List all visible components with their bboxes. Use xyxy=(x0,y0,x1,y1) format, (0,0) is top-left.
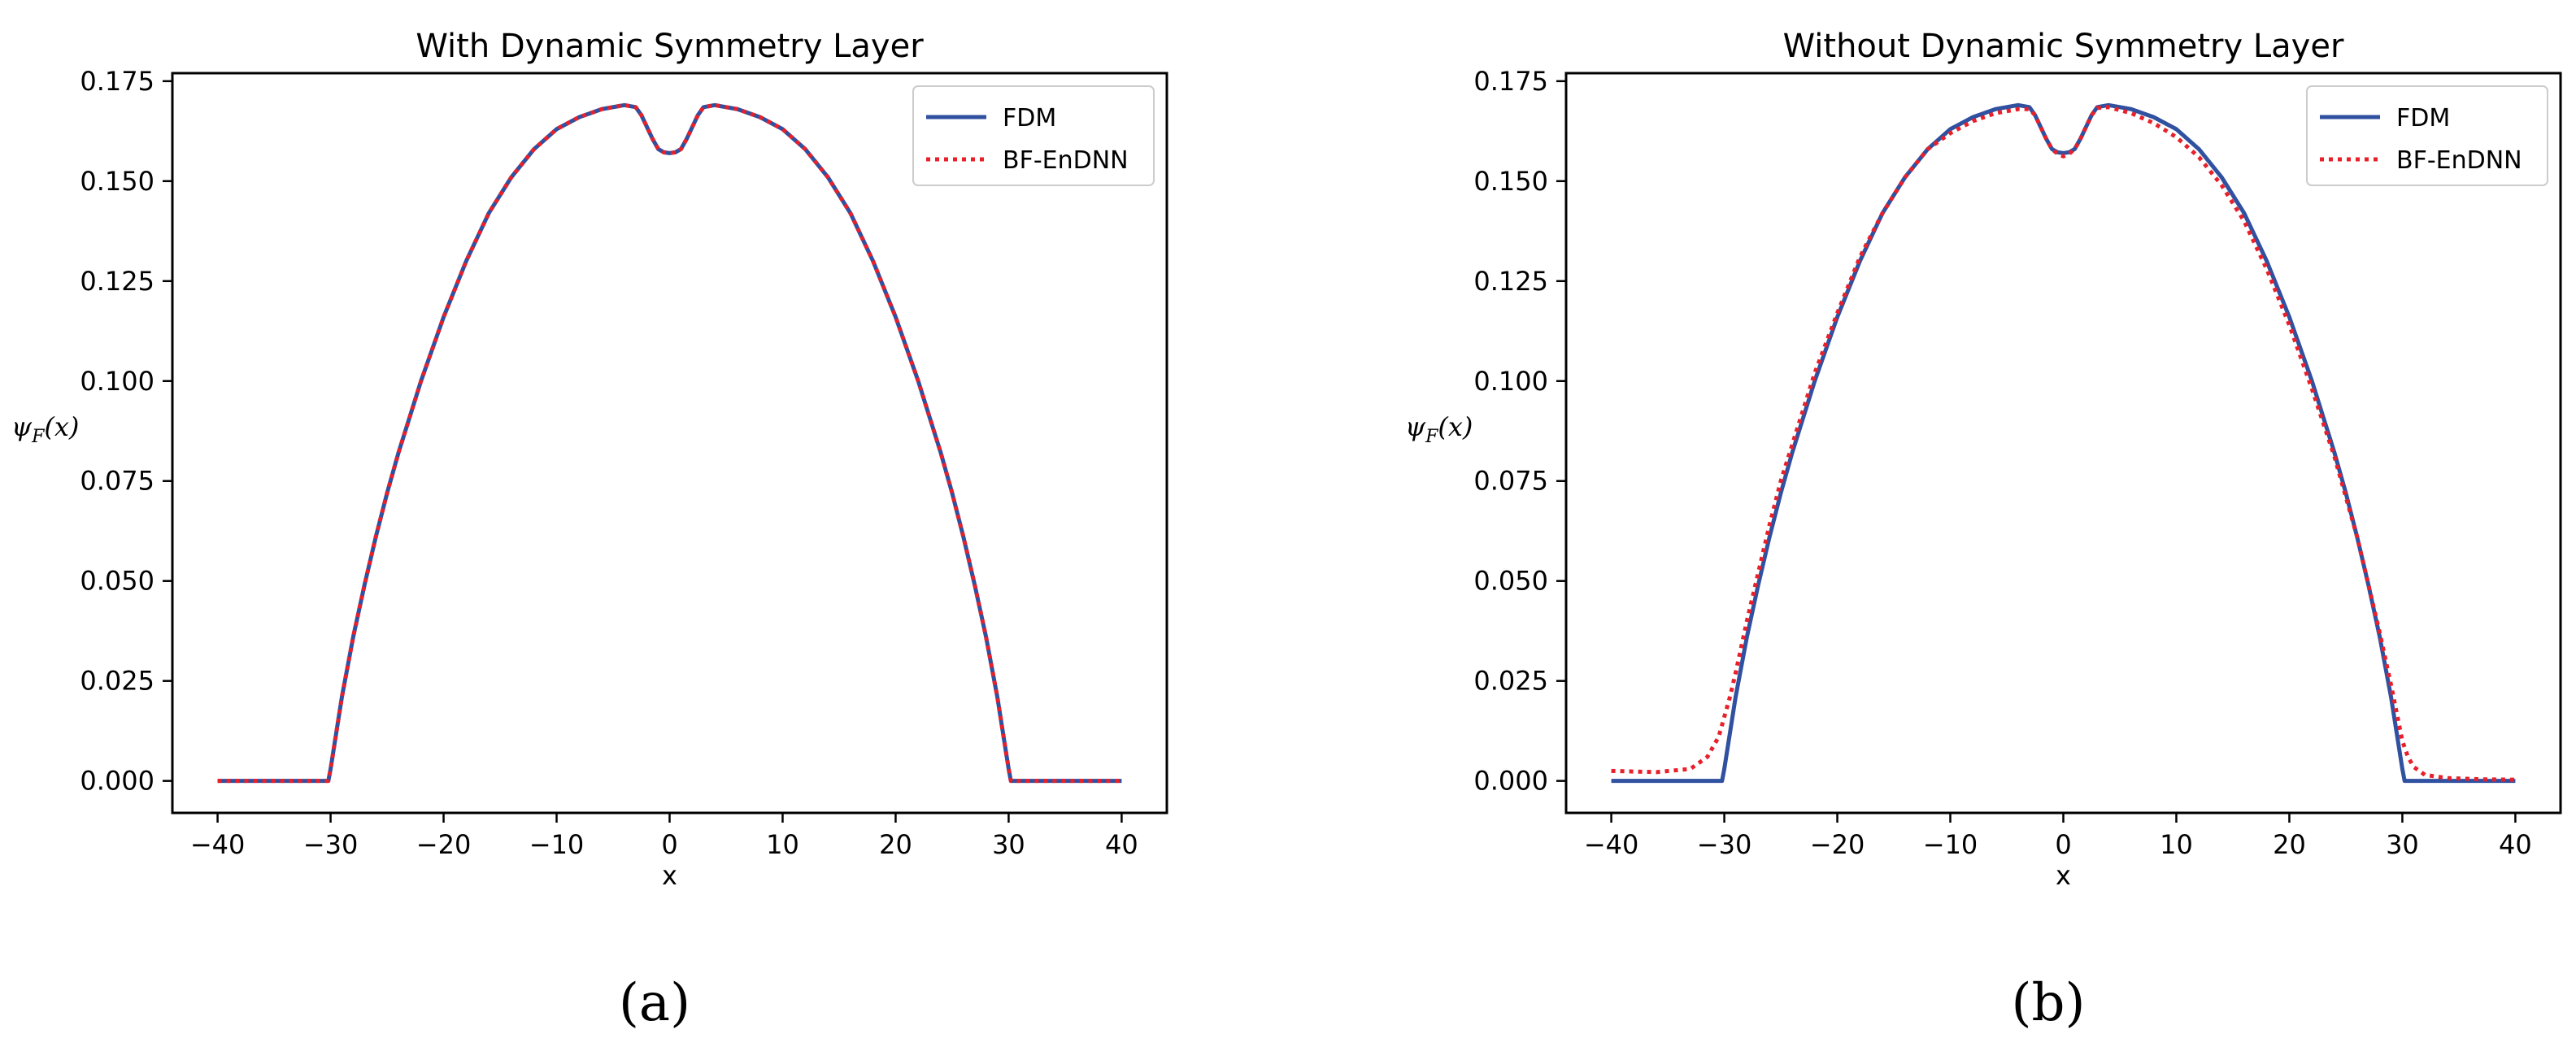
legend-label: FDM xyxy=(1003,104,1056,133)
x-tick-label: −10 xyxy=(529,829,585,860)
chart-b: Without Dynamic Symmetry Layer −40 −30 −20 −… xyxy=(1405,28,2562,1033)
legend-label: FDM xyxy=(2396,104,2450,133)
y-tick-label: 0.025 xyxy=(1473,666,1548,697)
y-tick-label: 0.075 xyxy=(80,466,154,497)
x-tick-label: 40 xyxy=(2499,829,2532,860)
x-tick-label: 0 xyxy=(661,829,677,860)
series-line-fdm xyxy=(217,102,1122,784)
y-tick-label: 0.150 xyxy=(80,166,154,197)
x-tick-label: −10 xyxy=(1923,829,1978,860)
y-tick-label: 0.175 xyxy=(1473,66,1548,97)
series-line-fdm xyxy=(1611,102,2516,784)
x-tick-label: −20 xyxy=(416,829,472,860)
legend-label: BF-EnDNN xyxy=(1003,146,1129,175)
series-line-bf-endnn xyxy=(217,102,1122,784)
y-tick-label: 0.000 xyxy=(80,766,154,797)
y-tick-label: 0.100 xyxy=(1473,366,1548,397)
y-tick-label: 0.050 xyxy=(80,566,154,597)
x-tick-label: 20 xyxy=(879,829,912,860)
x-tick-label: −30 xyxy=(303,829,359,860)
x-tick-label: 10 xyxy=(2160,829,2193,860)
y-axis-label: ψF(x) xyxy=(11,411,79,447)
y-tick-label: 0.125 xyxy=(1473,266,1548,297)
x-tick-label: 30 xyxy=(992,829,1025,860)
x-tick-label: −40 xyxy=(1584,829,1639,860)
y-tick-label: 0.150 xyxy=(1473,166,1548,197)
y-tick-label: 0.125 xyxy=(80,266,154,297)
legend-label: BF-EnDNN xyxy=(2396,146,2522,175)
panel-caption: (b) xyxy=(2012,973,2086,1033)
x-tick-label: 0 xyxy=(2055,829,2071,860)
x-tick-label: 20 xyxy=(2273,829,2306,860)
series-line-bf-endnn xyxy=(1611,105,2516,782)
y-tick-label: 0.000 xyxy=(1473,766,1548,797)
x-tick-label: −30 xyxy=(1697,829,1752,860)
chart-a: With Dynamic Symmetry Layer −40 −30 −20 −10 0… xyxy=(11,28,1168,1033)
panel-caption: (a) xyxy=(619,973,690,1033)
legend: FDM BF-EnDNN xyxy=(2306,85,2548,186)
x-tick-label: 40 xyxy=(1105,829,1138,860)
chart-title: Without Dynamic Symmetry Layer xyxy=(1783,28,2344,65)
x-tick-label: −40 xyxy=(190,829,246,860)
x-tick-label: 30 xyxy=(2386,829,2419,860)
y-tick-label: 0.100 xyxy=(80,366,154,397)
x-axis-label: x xyxy=(2056,860,2071,891)
legend: FDM BF-EnDNN xyxy=(912,85,1155,186)
x-tick-label: −20 xyxy=(1810,829,1865,860)
x-axis-label: x xyxy=(662,860,677,891)
y-tick-label: 0.025 xyxy=(80,666,154,697)
y-tick-label: 0.175 xyxy=(80,66,154,97)
y-axis-label: ψF(x) xyxy=(1405,411,1473,447)
y-tick-label: 0.050 xyxy=(1473,566,1548,597)
x-tick-label: 10 xyxy=(766,829,799,860)
chart-title: With Dynamic Symmetry Layer xyxy=(416,28,924,65)
y-tick-label: 0.075 xyxy=(1473,466,1548,497)
